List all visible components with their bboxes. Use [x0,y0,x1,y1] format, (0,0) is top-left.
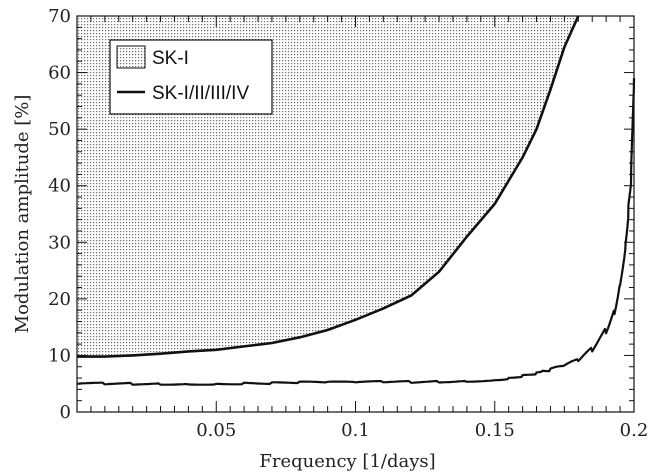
legend-label-sk-i-ii-iii-iv: SK-I/II/III/IV [152,83,249,104]
x-axis-title: Frequency [1/days] [259,451,435,472]
series-sk-i-ii-iii-iv-line [76,78,636,386]
y-tick-label: 30 [48,232,71,253]
x-tick-label: 0.1 [341,420,370,441]
y-tick-label: 60 [48,63,71,84]
legend: SK-I SK-I/II/III/IV [109,39,273,115]
y-tick-label: 20 [48,289,71,310]
y-tick-label: 70 [48,6,71,27]
y-axis-title: Modulation amplitude [%] [12,95,33,334]
y-tick-label: 0 [60,402,71,423]
x-tick-label: 0.05 [196,420,236,441]
y-tick-label: 10 [48,345,71,366]
y-tick-label: 50 [48,119,71,140]
x-tick-label: 0.15 [475,420,515,441]
y-tick-label: 40 [48,176,71,197]
series-sk-i-boundary-line [77,15,580,358]
legend-swatch-sk-i [116,45,146,69]
legend-label-sk-i: SK-I [152,48,189,69]
x-tick-label: 0.2 [620,420,649,441]
